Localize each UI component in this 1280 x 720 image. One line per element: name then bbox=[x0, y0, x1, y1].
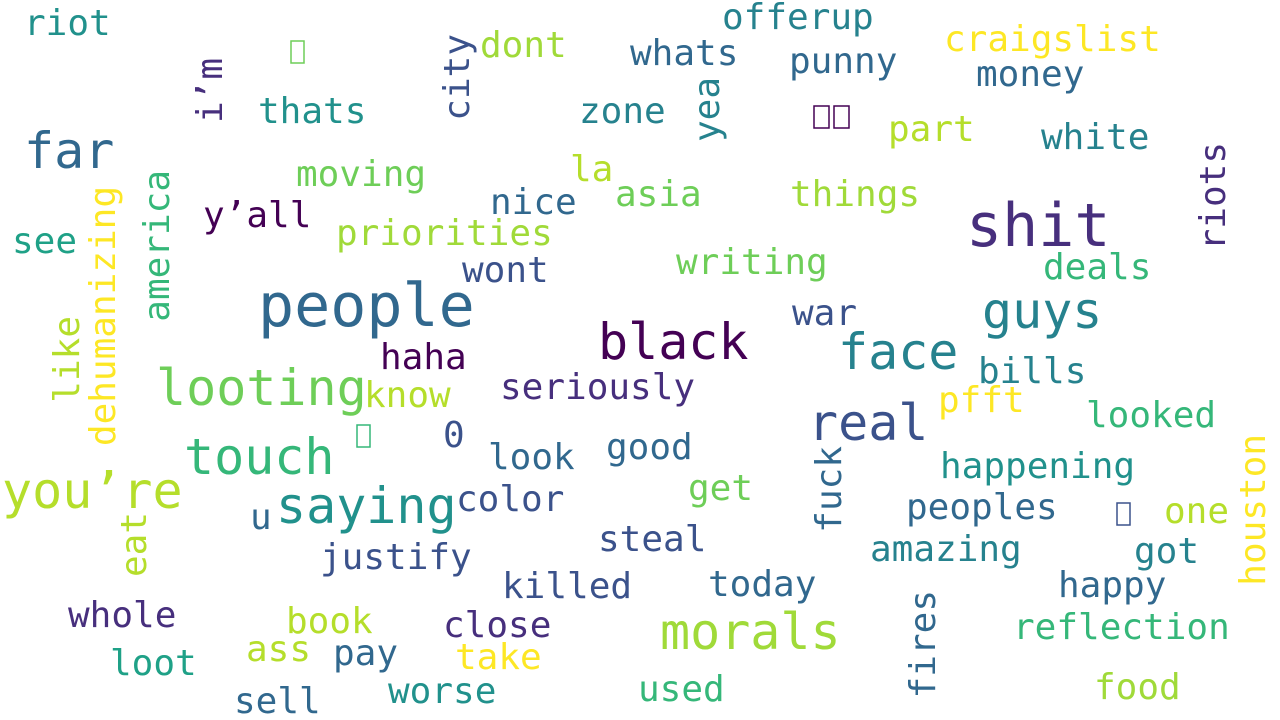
word-looting: looting bbox=[156, 359, 367, 417]
word-zone: zone bbox=[579, 91, 666, 132]
word-face: face bbox=[838, 323, 959, 381]
word-america: america bbox=[137, 170, 178, 322]
word-whats: whats bbox=[630, 33, 739, 74]
word-one: one bbox=[1164, 491, 1230, 532]
word-happy: happy bbox=[1058, 565, 1167, 606]
word-ass: ass bbox=[246, 629, 312, 670]
missing-glyph-icon bbox=[1116, 502, 1131, 526]
word-dehumanizing: dehumanizing bbox=[83, 186, 124, 447]
word-im: i’m bbox=[190, 58, 231, 124]
word-dont: dont bbox=[480, 25, 567, 66]
word-eat: eat bbox=[114, 512, 155, 578]
word-people: people bbox=[258, 271, 475, 341]
missing-glyph-icon bbox=[356, 424, 371, 448]
word-steal: steal bbox=[598, 519, 707, 560]
word-justify: justify bbox=[320, 537, 472, 578]
word-wont: wont bbox=[462, 250, 549, 291]
word-things: things bbox=[790, 174, 921, 215]
word-guys: guys bbox=[982, 282, 1103, 340]
word-haha: haha bbox=[380, 337, 467, 378]
word-youre: you’re bbox=[2, 462, 183, 520]
word-riot: riot bbox=[24, 3, 111, 44]
word-book: book bbox=[286, 601, 373, 642]
word-white: white bbox=[1041, 117, 1150, 158]
word-reflection: reflection bbox=[1013, 607, 1230, 648]
word-houston: houston bbox=[1233, 434, 1274, 586]
word-writing: writing bbox=[676, 242, 828, 283]
word-city: city bbox=[437, 34, 478, 121]
word-food: food bbox=[1094, 667, 1181, 708]
word-deals: deals bbox=[1043, 247, 1152, 288]
missing-glyph-icon bbox=[290, 40, 305, 64]
word-thats: thats bbox=[258, 91, 367, 132]
word-look: look bbox=[488, 437, 575, 478]
word-peoples: peoples bbox=[906, 487, 1058, 528]
word-war: war bbox=[792, 293, 858, 334]
word-la: la bbox=[570, 149, 614, 190]
word-u: u bbox=[250, 497, 272, 538]
word-pay: pay bbox=[333, 633, 399, 674]
word-know: know bbox=[364, 375, 451, 416]
word-nice: nice bbox=[490, 182, 577, 223]
word-whole: whole bbox=[68, 595, 177, 636]
word-punny: punny bbox=[789, 41, 898, 82]
word-priorities: priorities bbox=[336, 213, 553, 254]
word-yall: y’all bbox=[203, 195, 312, 236]
word-offerup: offerup bbox=[722, 0, 874, 38]
word-bills: bills bbox=[978, 351, 1087, 392]
word-like: like bbox=[47, 316, 88, 403]
word-part: part bbox=[888, 109, 975, 150]
word-morals: morals bbox=[660, 603, 841, 661]
word-craigslist: craigslist bbox=[944, 19, 1161, 60]
word-real: real bbox=[808, 394, 929, 452]
missing-glyph-icon bbox=[813, 105, 850, 129]
word-today: today bbox=[708, 564, 817, 605]
word-saying: saying bbox=[276, 477, 457, 535]
word-shit: shit bbox=[966, 191, 1111, 261]
word-seriously: seriously bbox=[500, 367, 696, 408]
word-got: got bbox=[1134, 531, 1200, 572]
word-close: close bbox=[443, 605, 552, 646]
word-amazing: amazing bbox=[870, 529, 1022, 570]
word-yea: yea bbox=[687, 77, 728, 143]
word-far: far bbox=[24, 122, 115, 180]
word-fuck: fuck bbox=[809, 446, 850, 533]
word-used: used bbox=[638, 669, 725, 710]
word-see: see bbox=[12, 221, 78, 262]
word-good: good bbox=[606, 427, 693, 468]
word-killed: killed bbox=[502, 566, 633, 607]
word-riots: riots bbox=[1193, 142, 1234, 251]
word-worse: worse bbox=[388, 671, 497, 712]
word-fires: fires bbox=[903, 590, 944, 699]
word-take: take bbox=[455, 637, 542, 678]
word-black: black bbox=[598, 313, 749, 371]
word-touch: touch bbox=[184, 428, 335, 486]
word-get: get bbox=[688, 468, 754, 509]
word-money: money bbox=[976, 54, 1085, 95]
word-0: 0 bbox=[443, 415, 465, 456]
word-happening: happening bbox=[940, 446, 1136, 487]
word-loot: loot bbox=[110, 643, 197, 684]
word-asia: asia bbox=[615, 174, 702, 215]
word-looked: looked bbox=[1086, 395, 1217, 436]
word-color: color bbox=[456, 479, 565, 520]
word-pfft: pfft bbox=[938, 380, 1025, 421]
word-sell: sell bbox=[234, 681, 321, 720]
word-moving: moving bbox=[296, 154, 427, 195]
